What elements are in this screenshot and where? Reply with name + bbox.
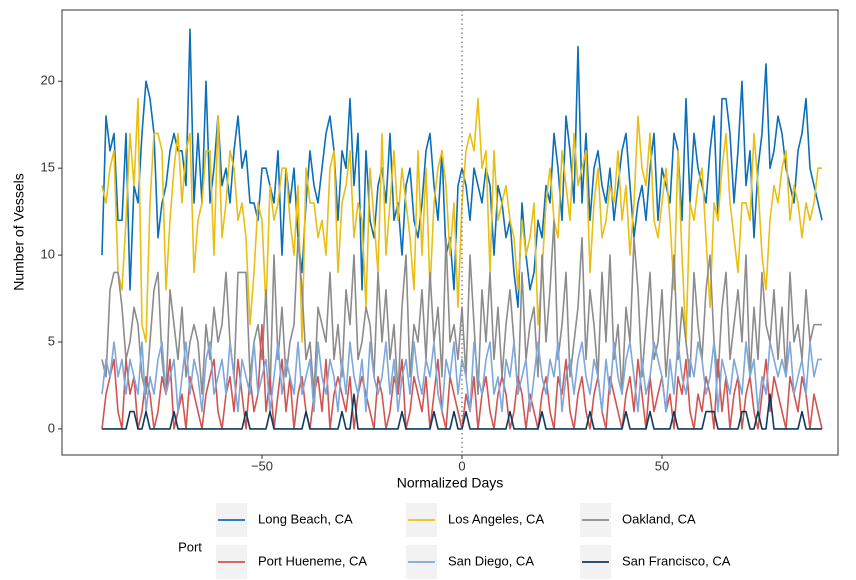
legend-title: Port	[178, 539, 202, 554]
plot-border	[61, 9, 839, 456]
x-axis-title: Normalized Days	[397, 475, 504, 491]
series-line	[101, 341, 822, 413]
legend-label: Los Angeles, CA	[448, 511, 544, 526]
y-tick-label: 5	[48, 333, 55, 348]
y-tick-label: 0	[48, 420, 55, 435]
series-line	[101, 97, 822, 343]
y-tick-label: 15	[41, 160, 55, 175]
legend-label: San Francisco, CA	[622, 553, 731, 568]
x-tick-label: 50	[655, 458, 669, 473]
legend-label: San Diego, CA	[448, 553, 534, 568]
x-tick-label: 0	[458, 458, 465, 473]
legend-label: Long Beach, CA	[258, 511, 353, 526]
y-tick-label: 10	[41, 247, 55, 262]
legend-label: Port Hueneme, CA	[258, 553, 367, 568]
x-tick-label: −50	[251, 458, 273, 473]
y-axis-title: Number of Vessels	[11, 173, 27, 291]
legend-label: Oakland, CA	[622, 511, 696, 526]
y-tick-label: 20	[41, 73, 55, 88]
